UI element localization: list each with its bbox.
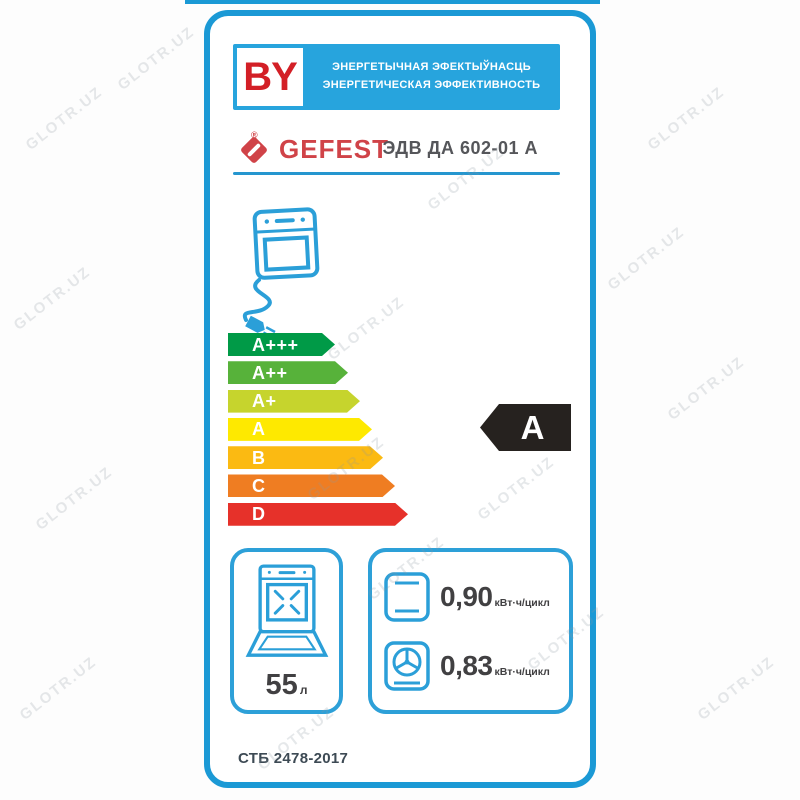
standard-reference: СТБ 2478-2017	[238, 750, 349, 767]
rating-arrow: A	[480, 404, 571, 451]
model-number: ЭДВ ДА 602-01 А	[382, 138, 538, 158]
brand-name: GEFEST	[279, 133, 390, 164]
energy-conventional-value: 0,90	[440, 580, 493, 612]
watermark-text: GLOTR.UZ	[644, 83, 729, 154]
grade-label: A++	[252, 362, 288, 383]
grade-label: B	[252, 447, 266, 468]
grade-arrow-B: B	[228, 446, 383, 469]
grade-arrow-C: C	[228, 474, 395, 497]
watermark-text: GLOTR.UZ	[32, 463, 117, 534]
watermark-text: GLOTR.UZ	[664, 353, 749, 424]
watermark-text: GLOTR.UZ	[694, 653, 779, 724]
fan-convection-icon	[384, 640, 430, 691]
grade-arrow-A+++: A+++	[228, 333, 335, 356]
brand-row: ® GEFEST ЭДВ ДА 602-01 А	[233, 128, 560, 170]
header-title-be: ЭНЕРГЕТЫЧНАЯ ЭФЕКТЫЎНАСЦЬ	[332, 61, 531, 74]
header-title: ЭНЕРГЕТЫЧНАЯ ЭФЕКТЫЎНАСЦЬ ЭНЕРГЕТИЧЕСКАЯ…	[303, 44, 560, 110]
grade-stack: A+++ A++ A+ A B C D	[228, 333, 408, 531]
watermark-text: GLOTR.UZ	[22, 83, 107, 154]
country-code-box: BY	[237, 48, 303, 106]
grade-arrow-D: D	[228, 503, 408, 526]
energy-row-conventional: 0,90 кВт·ч/цикл	[384, 571, 561, 622]
volume-value: 55	[265, 669, 298, 701]
watermark-text: GLOTR.UZ	[604, 223, 689, 294]
energy-conventional-unit: кВт·ч/цикл	[494, 596, 550, 609]
volume-value-line: 55 л	[266, 669, 308, 702]
watermark-text: GLOTR.UZ	[16, 653, 101, 724]
oven-with-plug-icon	[242, 207, 320, 336]
grade-arrow-A: A	[228, 418, 372, 441]
grade-label: D	[252, 504, 266, 525]
grade-arrow-A++: A++	[228, 361, 348, 384]
watermark-text: GLOTR.UZ	[114, 23, 199, 94]
label-header: BY ЭНЕРГЕТЫЧНАЯ ЭФЕКТЫЎНАСЦЬ ЭНЕРГЕТИЧЕС…	[233, 44, 560, 110]
header-title-ru: ЭНЕРГЕТИЧЕСКАЯ ЭФФЕКТИВНОСТЬ	[322, 79, 541, 91]
divider	[233, 172, 560, 175]
photo-edge-strip	[185, 0, 600, 4]
volume-box: 55 л	[230, 548, 343, 714]
rating-letter: A	[520, 408, 545, 446]
oven-open-door-icon	[245, 564, 328, 657]
brand-logo: ® GEFEST	[239, 130, 390, 166]
energy-label: BY ЭНЕРГЕТЫЧНАЯ ЭФЕКТЫЎНАСЦЬ ЭНЕРГЕТИЧЕС…	[204, 10, 596, 788]
watermark-text: GLOTR.UZ	[10, 263, 95, 334]
grade-label: A	[252, 419, 266, 440]
grade-label: A+++	[252, 334, 299, 355]
conventional-heating-icon	[384, 571, 430, 622]
energy-convection-value: 0,83	[440, 649, 493, 681]
gefest-diamond-icon: ®	[239, 130, 271, 166]
energy-box: 0,90 кВт·ч/цикл	[368, 548, 573, 714]
country-code: BY	[243, 54, 298, 99]
grade-label: A+	[252, 391, 277, 412]
energy-row-convection: 0,83 кВт·ч/цикл	[384, 640, 561, 691]
energy-convection-unit: кВт·ч/цикл	[494, 665, 550, 678]
grade-arrow-A+: A+	[228, 390, 360, 413]
volume-unit: л	[299, 683, 308, 697]
grade-label: C	[252, 475, 266, 496]
